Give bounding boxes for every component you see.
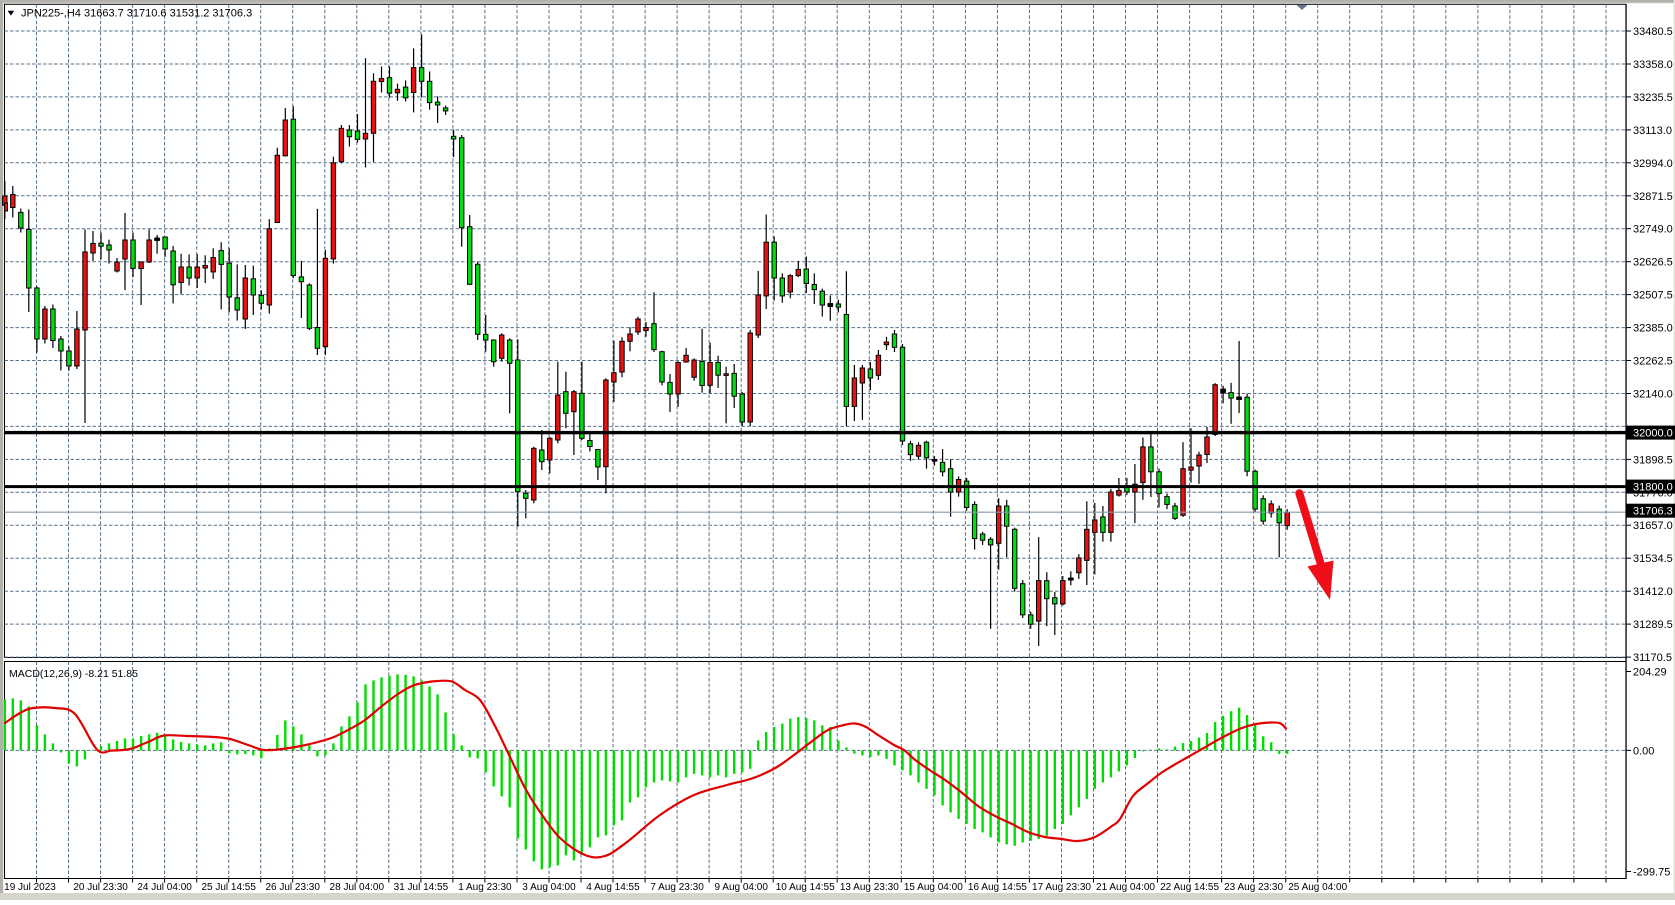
svg-text:17 Aug 23:30: 17 Aug 23:30 (1032, 882, 1091, 893)
svg-text:15 Aug 04:00: 15 Aug 04:00 (904, 882, 963, 893)
svg-text:13 Aug 23:30: 13 Aug 23:30 (840, 882, 899, 893)
svg-text:0.00: 0.00 (1633, 745, 1654, 757)
svg-text:-299.75: -299.75 (1633, 867, 1670, 879)
svg-text:16 Aug 14:55: 16 Aug 14:55 (968, 882, 1027, 893)
svg-text:32749.0: 32749.0 (1633, 224, 1673, 236)
svg-text:23 Aug 23:30: 23 Aug 23:30 (1224, 882, 1283, 893)
svg-text:28 Jul 04:00: 28 Jul 04:00 (330, 882, 385, 893)
svg-text:31657.0: 31657.0 (1633, 520, 1673, 532)
svg-text:31706.3: 31706.3 (1633, 506, 1673, 518)
svg-text:MACD(12,26,9) -8.21 51.85: MACD(12,26,9) -8.21 51.85 (9, 668, 138, 680)
svg-text:25 Jul 14:55: 25 Jul 14:55 (201, 882, 256, 893)
svg-text:31800.0: 31800.0 (1633, 482, 1673, 494)
svg-text:JPN225-,H4 31663.7 31710.6 31: JPN225-,H4 31663.7 31710.6 31531.2 31706… (21, 8, 252, 20)
svg-text:1 Aug 23:30: 1 Aug 23:30 (458, 882, 512, 893)
svg-text:32871.5: 32871.5 (1633, 191, 1673, 203)
svg-text:32507.5: 32507.5 (1633, 290, 1673, 302)
svg-text:31534.5: 31534.5 (1633, 553, 1673, 565)
svg-text:26 Jul 23:30: 26 Jul 23:30 (265, 882, 320, 893)
svg-text:32994.0: 32994.0 (1633, 158, 1673, 170)
svg-text:32385.0: 32385.0 (1633, 323, 1673, 335)
svg-text:4 Aug 14:55: 4 Aug 14:55 (586, 882, 640, 893)
svg-text:33480.5: 33480.5 (1633, 26, 1673, 38)
svg-text:31898.5: 31898.5 (1633, 454, 1673, 466)
svg-text:32626.5: 32626.5 (1633, 257, 1673, 269)
svg-text:24 Jul 04:00: 24 Jul 04:00 (137, 882, 192, 893)
svg-text:7 Aug 23:30: 7 Aug 23:30 (650, 882, 704, 893)
svg-text:33113.0: 33113.0 (1633, 125, 1672, 137)
svg-text:31289.5: 31289.5 (1633, 619, 1673, 631)
svg-text:9 Aug 04:00: 9 Aug 04:00 (715, 882, 769, 893)
svg-text:31 Jul 14:55: 31 Jul 14:55 (394, 882, 449, 893)
svg-text:20 Jul 23:30: 20 Jul 23:30 (73, 882, 128, 893)
svg-text:33235.5: 33235.5 (1633, 92, 1673, 104)
svg-text:204.29: 204.29 (1633, 667, 1667, 679)
svg-text:32262.5: 32262.5 (1633, 356, 1673, 368)
svg-text:19 Jul 2023: 19 Jul 2023 (4, 882, 56, 893)
svg-text:10 Aug 14:55: 10 Aug 14:55 (776, 882, 835, 893)
svg-text:32000.0: 32000.0 (1633, 428, 1673, 440)
svg-text:22 Aug 14:55: 22 Aug 14:55 (1160, 882, 1219, 893)
svg-text:25 Aug 04:00: 25 Aug 04:00 (1288, 882, 1347, 893)
svg-text:31412.0: 31412.0 (1633, 586, 1673, 598)
svg-text:31170.5: 31170.5 (1633, 652, 1672, 664)
svg-text:3 Aug 04:00: 3 Aug 04:00 (522, 882, 576, 893)
svg-text:33358.0: 33358.0 (1633, 59, 1673, 71)
svg-text:32140.0: 32140.0 (1633, 389, 1673, 401)
svg-text:21 Aug 04:00: 21 Aug 04:00 (1096, 882, 1155, 893)
